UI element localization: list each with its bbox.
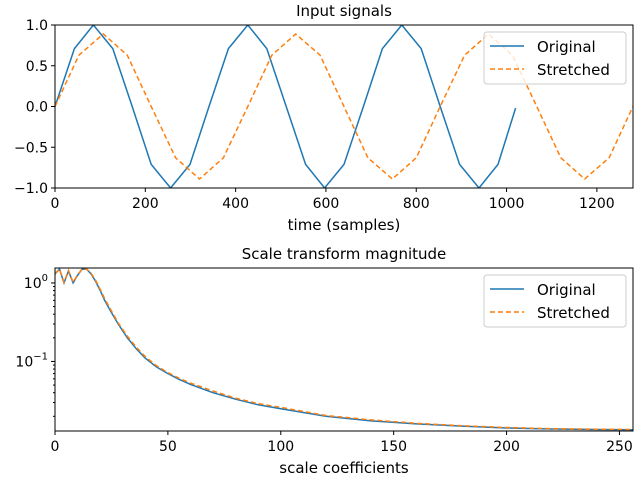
top-x-tick-label: 200 <box>132 196 159 212</box>
bottom-axes-frame <box>54 267 634 432</box>
top-y-tick-label: −1.0 <box>14 181 48 197</box>
bottom-title: Scale transform magnitude <box>242 245 447 263</box>
bottom-x-tick-label: 150 <box>380 439 407 455</box>
top-x-tick-label: 0 <box>51 196 60 212</box>
bottom-y-tick-label: 10−1 <box>15 351 48 370</box>
top-x-tick-label: 1200 <box>579 196 615 212</box>
top-y-tick-label: −0.5 <box>14 140 48 156</box>
bottom-legend-box <box>483 274 627 328</box>
top-x-ticks: 0 200 400 600 800 1000 1200 <box>51 188 615 212</box>
bottom-legend-label-stretched: Stretched <box>537 304 610 322</box>
top-y-tick-label: 0.5 <box>26 59 48 75</box>
top-y-tick-label: 1.0 <box>26 18 48 34</box>
top-plot-area <box>55 25 633 188</box>
top-series-original-line <box>55 25 517 188</box>
bottom-x-ticks: 0 50 100 150 200 250 <box>51 431 633 455</box>
bottom-y-tick-label: 100 <box>24 273 48 292</box>
top-series-stretched-line <box>55 32 633 181</box>
top-x-tick-label: 600 <box>313 196 340 212</box>
top-x-axis-label: time (samples) <box>288 216 401 234</box>
bottom-panel: Scale transform magnitude 0 50 100 150 200 25… <box>15 245 634 477</box>
top-title: Input signals <box>296 2 392 20</box>
bottom-x-tick-label: 0 <box>51 439 60 455</box>
bottom-legend: Original Stretched <box>483 274 627 328</box>
top-legend: Original Stretched <box>483 31 627 85</box>
top-x-tick-label: 1000 <box>489 196 525 212</box>
bottom-x-axis-label: scale coefficients <box>279 459 409 477</box>
bottom-x-tick-label: 200 <box>493 439 520 455</box>
top-y-ticks: −1.0 −0.5 0.0 0.5 1.0 <box>14 18 55 197</box>
bottom-x-tick-label: 100 <box>267 439 294 455</box>
bottom-x-tick-label: 50 <box>159 439 177 455</box>
top-panel: Input signals 0 200 400 600 800 1000 1200 −1.0… <box>14 2 634 234</box>
top-x-tick-label: 800 <box>403 196 430 212</box>
bottom-legend-label-original: Original <box>537 281 596 299</box>
top-y-tick-label: 0.0 <box>26 100 48 116</box>
top-legend-label-original: Original <box>537 38 596 56</box>
top-x-tick-label: 400 <box>222 196 249 212</box>
bottom-series-stretched-line <box>55 268 633 431</box>
top-legend-box <box>483 31 627 85</box>
bottom-x-tick-label: 250 <box>606 439 633 455</box>
top-legend-label-stretched: Stretched <box>537 61 610 79</box>
bottom-y-ticks: 10−1 100 <box>15 273 55 417</box>
bottom-plot-area <box>55 268 633 431</box>
